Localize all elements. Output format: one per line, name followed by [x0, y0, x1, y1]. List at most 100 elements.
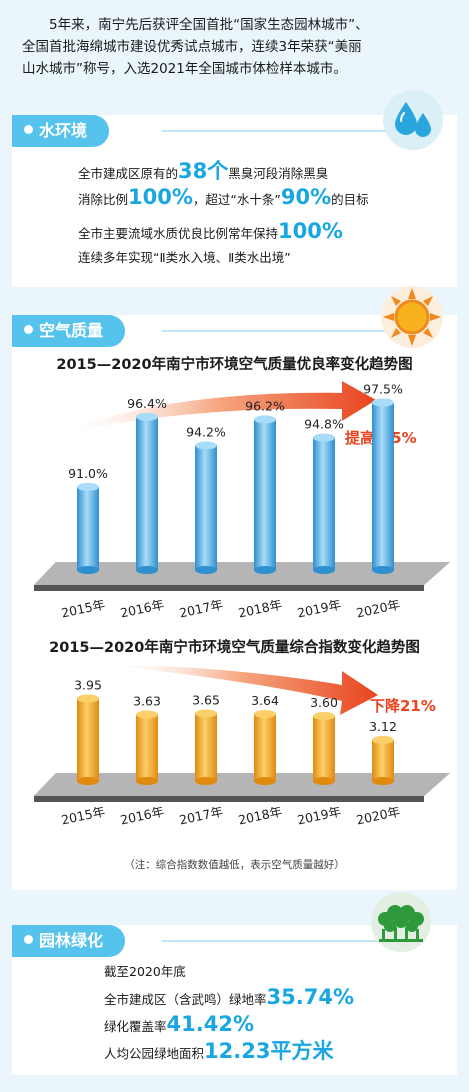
chart2-title: 2015—2020年南宁市环境空气质量综合指数变化趋势图: [49, 640, 420, 656]
bar-5: [372, 402, 394, 570]
bar-3: [254, 714, 276, 781]
data-label-3: 3.64: [251, 693, 279, 708]
sun-icon: [380, 285, 444, 353]
bar-0: [77, 698, 99, 781]
water-header: 水环境: [12, 115, 457, 147]
trees-icon: [368, 891, 434, 957]
tick-label-4: 2019年: [296, 804, 342, 828]
bar-1: [136, 714, 158, 781]
intro-line-2: 全国首批海绵城市建设优秀试点城市，连续3年荣获“美丽: [22, 39, 362, 55]
bullet-dot: [24, 125, 33, 134]
green-tag: 园林绿化: [12, 925, 126, 957]
data-label-1: 3.63: [133, 694, 161, 709]
bar-top-1: [136, 412, 158, 421]
bar-top-1: [136, 710, 158, 719]
green-stat-greenland: 35.74%: [266, 985, 354, 1009]
green-text-3a: 绿化覆盖率: [104, 1019, 167, 1034]
bar-base-2: [195, 566, 217, 574]
data-label-5: 97.5%: [363, 382, 403, 397]
green-card: 园林绿化 截至2020年底 全市建成区（含武鸣）绿地率35.74% 绿化覆盖率4…: [12, 892, 457, 1075]
chart1-title: 2015—2020年南宁市环境空气质量优良率变化趋势图: [56, 357, 413, 373]
bar-4: [313, 437, 335, 570]
green-text-2a: 全市建成区（含武鸣）绿地率: [104, 992, 267, 1007]
chart-floor-edge: [34, 585, 424, 591]
tick-label-4: 2019年: [296, 597, 342, 621]
data-label-4: 94.8%: [304, 417, 344, 432]
water-stat-90: 90%: [280, 185, 332, 209]
water-drops-icon: [382, 89, 444, 155]
bar-top-4: [313, 433, 335, 442]
bar-base-4: [313, 566, 335, 574]
green-line-1: 截至2020年底: [104, 964, 186, 979]
intro-paragraph: 5年来，南宁先后获评全国首批“国家生态园林城市”、 全国首批海绵城市建设优秀试点…: [22, 14, 452, 80]
chart1-excellent-rate: 提高6.5%91.0%2015年96.4%2016年94.2%2017年96.2…: [34, 381, 450, 621]
bar-top-3: [254, 415, 276, 424]
tick-label-2: 2017年: [178, 804, 224, 828]
tick-label-5: 2020年: [355, 597, 401, 621]
water-stat-100: 100%: [128, 185, 193, 209]
bar-base-2: [195, 777, 217, 785]
bar-base-0: [77, 566, 99, 574]
air-card: 空气质量 2015—2020年南宁市环境空气质量优良率变化趋势图 提高6.5%9…: [12, 286, 457, 890]
tick-label-3: 2018年: [237, 804, 283, 828]
bar-base-3: [254, 777, 276, 785]
bullet-dot: [24, 325, 33, 334]
trend-arrow: [62, 381, 376, 433]
tick-label-1: 2016年: [119, 804, 165, 828]
bar-2: [195, 445, 217, 570]
data-label-4: 3.60: [310, 695, 338, 710]
chart-note: （注：综合指数数值越低，表示空气质量越好）: [124, 859, 345, 871]
divider: [162, 130, 399, 132]
bar-base-0: [77, 777, 99, 785]
bar-base-4: [313, 777, 335, 785]
data-label-2: 3.65: [192, 693, 220, 708]
green-line-3: 绿化覆盖率41.42%: [104, 1010, 254, 1041]
tick-label-0: 2015年: [60, 804, 106, 828]
data-label-5: 3.12: [369, 719, 397, 734]
trend-annotation: 下降21%: [370, 697, 436, 715]
bar-0: [77, 487, 99, 570]
green-header: 园林绿化: [12, 925, 457, 957]
green-text-4a: 人均公园绿地面积: [104, 1046, 205, 1061]
chart-floor-edge: [34, 796, 424, 802]
water-card: 水环境 全市建成区原有的38个黑臭河段消除黑臭 消除比例100%，超过“水十条”…: [12, 90, 457, 287]
bar-4: [313, 716, 335, 781]
water-text-1b: 黑臭河段消除黑臭: [228, 166, 329, 181]
green-stat-coverage: 41.42%: [166, 1012, 254, 1036]
water-line-4: 连续多年实现“Ⅱ类水入境、Ⅱ类水出境”: [78, 250, 291, 265]
bar-top-5: [372, 398, 394, 407]
tick-label-2: 2017年: [178, 597, 224, 621]
water-line-3: 全市主要流域水质优良比例常年保持100%: [78, 219, 343, 246]
water-text-2b: ，超过“水十条”: [192, 192, 281, 207]
green-line-4: 人均公园绿地面积12.23平方米: [104, 1037, 333, 1068]
green-tag-label: 园林绿化: [39, 931, 104, 950]
data-label-0: 91.0%: [68, 466, 108, 481]
bar-top-0: [77, 483, 99, 491]
bar-5: [372, 740, 394, 781]
water-text-2c: 的目标: [331, 192, 369, 207]
water-stat-38: 38个: [178, 159, 229, 183]
green-stat-park-area: 12.23平方米: [204, 1039, 334, 1063]
bar-2: [195, 713, 217, 781]
green-line-2: 全市建成区（含武鸣）绿地率35.74%: [104, 983, 354, 1014]
bar-base-5: [372, 777, 394, 785]
divider: [162, 940, 399, 942]
water-tag: 水环境: [12, 115, 110, 147]
bar-top-3: [254, 710, 276, 718]
bar-base-1: [136, 566, 158, 574]
bar-top-4: [313, 712, 335, 720]
data-label-3: 96.2%: [245, 398, 285, 413]
bar-1: [136, 416, 158, 570]
trend-arrow: [107, 665, 378, 715]
water-stat-100b: 100%: [278, 219, 343, 243]
bar-base-5: [372, 566, 394, 574]
air-tag: 空气质量: [12, 315, 126, 347]
water-text-1a: 全市建成区原有的: [78, 166, 179, 181]
tick-label-1: 2016年: [119, 597, 165, 621]
data-label-1: 96.4%: [127, 396, 167, 411]
divider: [162, 330, 399, 332]
tick-label-3: 2018年: [237, 597, 283, 621]
bar-base-3: [254, 566, 276, 574]
intro-line-3: 山水城市”称号，入选2021年全国城市体检样本城市。: [22, 61, 347, 77]
water-text-2a: 消除比例: [78, 192, 129, 207]
